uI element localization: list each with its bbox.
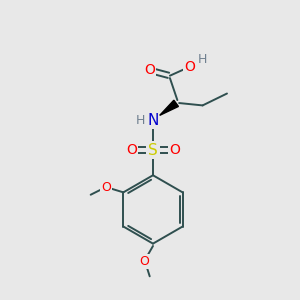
Text: H: H <box>198 53 207 66</box>
Polygon shape <box>160 100 178 116</box>
Text: O: O <box>126 143 137 157</box>
Text: N: N <box>147 113 159 128</box>
Text: O: O <box>184 60 195 74</box>
Text: H: H <box>136 114 145 127</box>
Text: O: O <box>140 255 150 268</box>
Text: O: O <box>101 181 111 194</box>
Text: O: O <box>169 143 180 157</box>
Text: S: S <box>148 142 158 158</box>
Text: O: O <box>144 63 155 77</box>
